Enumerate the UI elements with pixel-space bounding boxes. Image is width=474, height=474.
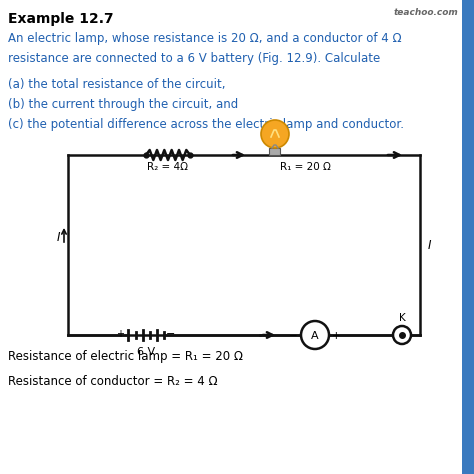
Bar [270,148,281,155]
Text: K: K [399,313,405,323]
Text: R₂ = 4Ω: R₂ = 4Ω [147,162,189,172]
Text: (c) the potential difference across the electric lamp and conductor.: (c) the potential difference across the … [8,118,404,131]
Circle shape [393,326,411,344]
Text: resistance are connected to a 6 V battery (Fig. 12.9). Calculate: resistance are connected to a 6 V batter… [8,52,380,65]
Circle shape [301,321,329,349]
Text: I: I [428,238,431,252]
Text: 6 V: 6 V [137,347,155,357]
Text: (b) the current through the circuit, and: (b) the current through the circuit, and [8,98,238,111]
Bar [462,0,474,474]
Text: teachoo.com: teachoo.com [393,8,458,17]
Text: A: A [311,331,319,341]
Text: An electric lamp, whose resistance is 20 Ω, and a conductor of 4 Ω: An electric lamp, whose resistance is 20… [8,32,401,45]
Text: R₁ = 20 Ω: R₁ = 20 Ω [280,162,331,172]
Text: Resistance of electric lamp = R₁ = 20 Ω: Resistance of electric lamp = R₁ = 20 Ω [8,350,243,363]
Text: −: − [289,331,298,341]
Text: Resistance of conductor = R₂ = 4 Ω: Resistance of conductor = R₂ = 4 Ω [8,375,218,388]
Text: −: − [166,329,175,339]
Text: (a) the total resistance of the circuit,: (a) the total resistance of the circuit, [8,78,226,91]
Circle shape [261,120,289,148]
Text: Example 12.7: Example 12.7 [8,12,114,26]
Text: +: + [332,331,341,341]
Text: +: + [116,329,124,339]
Text: I: I [56,230,60,244]
